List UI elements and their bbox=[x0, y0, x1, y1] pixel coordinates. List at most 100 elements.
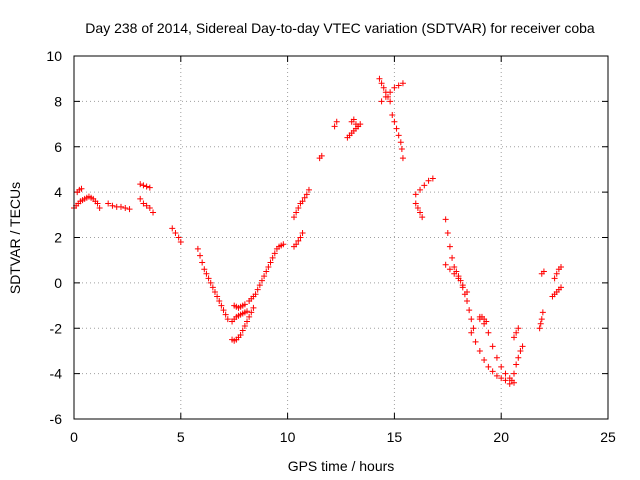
data-point bbox=[295, 205, 302, 212]
data-point bbox=[299, 198, 306, 205]
data-point bbox=[538, 316, 545, 323]
x-axis-label: GPS time / hours bbox=[288, 458, 395, 474]
data-point bbox=[380, 84, 387, 91]
y-tick-label: -2 bbox=[50, 320, 63, 336]
series-arc-s2 bbox=[536, 309, 546, 332]
series-arc-h bbox=[291, 229, 306, 250]
series-arc-o bbox=[412, 175, 436, 198]
data-point bbox=[244, 308, 251, 315]
data-point bbox=[267, 259, 274, 266]
data-point bbox=[412, 191, 419, 198]
data-point bbox=[301, 194, 308, 201]
data-point bbox=[122, 205, 129, 212]
data-point bbox=[350, 116, 357, 123]
data-point bbox=[254, 286, 261, 293]
data-point bbox=[515, 354, 522, 361]
data-point bbox=[256, 282, 263, 289]
data-point bbox=[382, 93, 389, 100]
data-point bbox=[271, 250, 278, 257]
y-tick-label: -6 bbox=[50, 411, 63, 427]
plot-frame bbox=[73, 55, 609, 420]
data-point bbox=[536, 325, 543, 332]
data-point bbox=[175, 234, 182, 241]
data-point bbox=[241, 322, 248, 329]
data-point bbox=[96, 205, 103, 212]
x-tick-label: 0 bbox=[70, 429, 78, 445]
data-point bbox=[489, 368, 496, 375]
data-point bbox=[140, 182, 147, 189]
data-point bbox=[472, 338, 479, 345]
series-arc-f bbox=[229, 304, 257, 344]
data-point bbox=[399, 155, 406, 162]
series-arc-p bbox=[442, 216, 477, 332]
series-arc-c2 bbox=[137, 195, 157, 216]
x-tick-label: 5 bbox=[177, 429, 185, 445]
data-point bbox=[293, 209, 300, 216]
data-point bbox=[299, 229, 306, 236]
y-tick-label: -4 bbox=[50, 366, 63, 382]
data-marks bbox=[71, 75, 565, 387]
series-arc-g2 bbox=[231, 301, 248, 311]
x-tick-label: 25 bbox=[600, 429, 616, 445]
data-point bbox=[387, 98, 394, 105]
data-point bbox=[391, 118, 398, 125]
data-point bbox=[146, 184, 153, 191]
data-point bbox=[293, 241, 300, 248]
data-point bbox=[451, 270, 458, 277]
data-point bbox=[295, 237, 302, 244]
data-point bbox=[425, 177, 432, 184]
data-point bbox=[446, 243, 453, 250]
data-point bbox=[222, 311, 229, 318]
data-point bbox=[483, 318, 490, 325]
data-point bbox=[318, 152, 325, 159]
data-point bbox=[558, 284, 565, 291]
data-point bbox=[252, 291, 259, 298]
data-point bbox=[470, 325, 477, 332]
series-arc-f2 bbox=[229, 308, 251, 325]
y-axis-label: SDTVAR / TECUs bbox=[7, 182, 23, 294]
data-point bbox=[207, 279, 214, 286]
data-point bbox=[143, 183, 150, 190]
data-point bbox=[485, 363, 492, 370]
data-point bbox=[248, 309, 255, 316]
data-point bbox=[137, 195, 144, 202]
data-point bbox=[150, 209, 157, 216]
data-point bbox=[537, 320, 544, 327]
series-arc-r bbox=[508, 343, 526, 384]
data-point bbox=[201, 266, 208, 273]
data-point bbox=[194, 245, 201, 252]
data-point bbox=[417, 186, 424, 193]
data-point bbox=[250, 304, 257, 311]
series-arc-b bbox=[105, 200, 133, 213]
data-point bbox=[419, 214, 426, 221]
series-arc-p2 bbox=[442, 261, 471, 295]
series-arc-j bbox=[316, 152, 325, 162]
series-arc-d bbox=[169, 225, 184, 246]
data-point bbox=[237, 332, 244, 339]
data-point bbox=[214, 293, 221, 300]
x-tick-label: 15 bbox=[387, 429, 403, 445]
data-point bbox=[459, 282, 466, 289]
data-point bbox=[261, 273, 268, 280]
series-arc-r3 bbox=[476, 313, 490, 325]
data-point bbox=[397, 139, 404, 146]
data-point bbox=[455, 275, 462, 282]
data-point bbox=[94, 200, 101, 207]
series-arc-s bbox=[538, 268, 547, 277]
data-point bbox=[442, 261, 449, 268]
data-point bbox=[395, 132, 402, 139]
data-point bbox=[378, 98, 385, 105]
data-point bbox=[291, 214, 298, 221]
series-arc-q bbox=[468, 329, 518, 387]
data-point bbox=[197, 252, 204, 259]
data-point bbox=[519, 343, 526, 350]
data-point bbox=[199, 259, 206, 266]
data-point bbox=[414, 205, 421, 212]
x-tick-label: 20 bbox=[493, 429, 509, 445]
chart-title: Day 238 of 2014, Sidereal Day-to-day VTE… bbox=[85, 20, 595, 36]
data-point bbox=[513, 361, 520, 368]
y-tick-label: 0 bbox=[54, 275, 62, 291]
data-point bbox=[172, 229, 179, 236]
data-point bbox=[224, 316, 231, 323]
